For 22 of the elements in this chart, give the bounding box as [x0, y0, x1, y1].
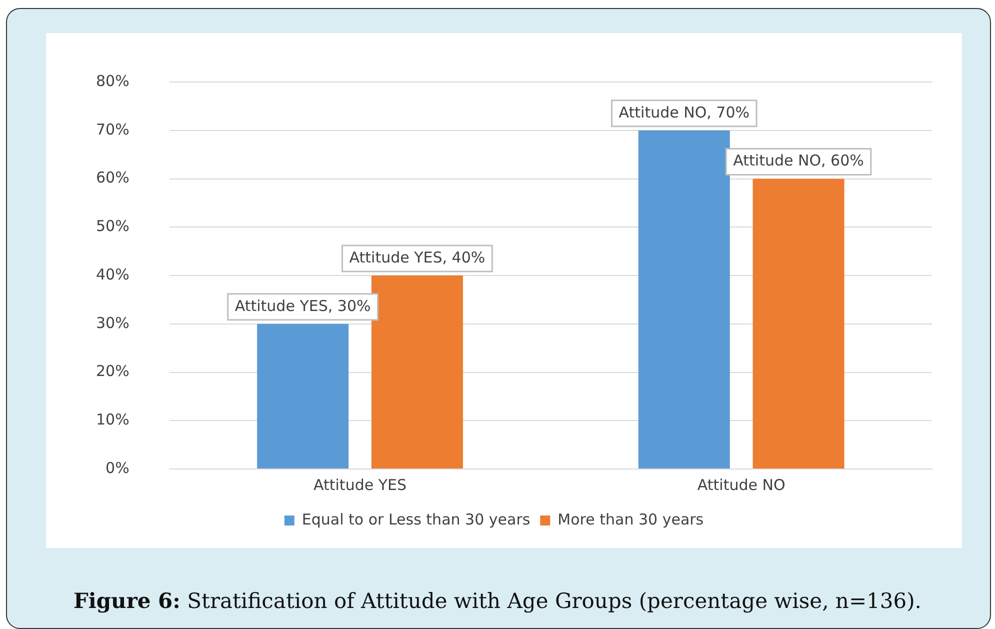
y-tick-label: 40%: [96, 265, 130, 284]
bar: [257, 324, 349, 468]
x-tick-label: Attitude YES: [314, 476, 407, 494]
data-label: Attitude YES, 40%: [349, 248, 486, 266]
caption: Figure 6: Stratification of Attitude with Age Groups (percentage wise, n=136).: [73, 588, 922, 613]
y-tick-label: 0%: [106, 458, 130, 477]
legend-label: Equal to or Less than 30 years: [302, 510, 530, 528]
y-tick-label: 80%: [96, 72, 130, 90]
y-tick-label: 50%: [96, 217, 130, 236]
bar: [638, 130, 730, 468]
y-tick-label: 30%: [96, 314, 130, 332]
bar: [371, 276, 463, 468]
y-tick-label: 20%: [96, 362, 130, 380]
data-label: Attitude YES, 30%: [234, 296, 371, 315]
data-label: Attitude NO, 70%: [618, 103, 750, 122]
data-label: Attitude NO, 60%: [733, 152, 864, 170]
y-tick-label: 70%: [96, 120, 130, 138]
y-tick-label: 10%: [96, 410, 130, 429]
legend-label: More than 30 years: [558, 510, 704, 528]
y-tick-label: 60%: [96, 168, 130, 187]
bar: [752, 178, 844, 468]
x-tick-label: Attitude NO: [697, 476, 786, 494]
